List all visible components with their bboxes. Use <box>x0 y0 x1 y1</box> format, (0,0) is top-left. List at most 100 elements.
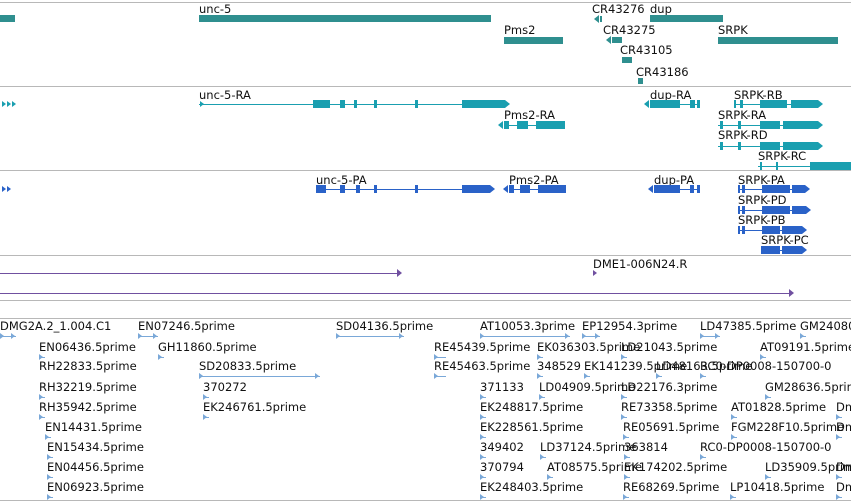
clone-line-1[interactable] <box>0 273 398 274</box>
protein-srpk-pb-exon[interactable] <box>742 226 745 234</box>
transcript-unc-5-ra-exon[interactable] <box>354 100 357 108</box>
transcript-srpk-rc-exon[interactable] <box>810 162 851 170</box>
protein-dup-pa-exon[interactable] <box>690 185 694 193</box>
protein-unc-5-pa-strand-arrow <box>490 185 495 193</box>
transcript-srpk-rb-exon[interactable] <box>760 100 787 108</box>
protein-unc-5-pa-exon[interactable] <box>316 185 326 193</box>
gene-srpk[interactable] <box>718 37 838 44</box>
est-label-370794: 370794 <box>480 460 524 474</box>
protein-srpk-pd-exon[interactable] <box>738 206 740 214</box>
transcript-srpk-ra-exon[interactable] <box>760 121 780 129</box>
protein-label-srpk-pb: SRPK-PB <box>738 213 786 227</box>
protein-dup-pa-exon[interactable] <box>654 185 680 193</box>
gene-unc-5[interactable] <box>199 15 491 22</box>
est-feature[interactable] <box>199 376 320 377</box>
protein-pms2-pa-exon[interactable] <box>520 185 530 193</box>
transcript-srpk-rb-exon[interactable] <box>740 100 743 108</box>
transcript-srpk-rc-intron[interactable] <box>758 166 851 167</box>
transcript-dup-ra-exon[interactable] <box>690 100 695 108</box>
protein-srpk-pc-exon[interactable] <box>782 246 802 254</box>
protein-srpk-pa-exon[interactable] <box>792 185 805 193</box>
est-feature[interactable] <box>434 357 446 358</box>
est-feature-arrow <box>434 354 438 360</box>
protein-unc-5-pa-exon[interactable] <box>462 185 490 193</box>
protein-srpk-pa-exon[interactable] <box>738 185 740 193</box>
transcript-pms2-ra-exon[interactable] <box>536 121 565 129</box>
est-feature[interactable] <box>480 336 570 337</box>
transcript-srpk-rb-exon[interactable] <box>734 100 736 108</box>
protein-srpk-pc-exon[interactable] <box>761 246 780 254</box>
protein-pms2-pa-intron[interactable] <box>509 189 566 190</box>
est-feature-arrow <box>765 394 769 400</box>
est-label-dm: Dm <box>836 480 851 494</box>
transcript-srpk-ra-exon[interactable] <box>738 121 741 129</box>
est-feature[interactable] <box>0 336 16 337</box>
protein-srpk-pd-exon[interactable] <box>762 206 790 214</box>
est-feature-arrow <box>540 454 544 460</box>
transcript-srpk-rd-exon[interactable] <box>720 142 723 150</box>
est-feature-arrow <box>480 394 484 400</box>
protein-label-unc-5-pa: unc-5-PA <box>316 173 367 187</box>
transcript-dup-ra-exon[interactable] <box>697 100 700 108</box>
protein-srpk-pd-exon[interactable] <box>792 206 806 214</box>
gene-cr43275-body[interactable] <box>612 37 622 43</box>
gene-cr43186[interactable] <box>638 78 643 84</box>
est-feature[interactable] <box>138 336 158 337</box>
transcript-srpk-rb-exon[interactable] <box>791 100 818 108</box>
est-feature-arrow <box>731 434 735 440</box>
protein-srpk-pb-exon[interactable] <box>738 226 740 234</box>
est-label-rh35942-5prime: RH35942.5prime <box>39 400 137 414</box>
protein-unc-5-pa-exon[interactable] <box>356 185 360 193</box>
protein-srpk-pa-exon[interactable] <box>762 185 790 193</box>
protein-unc-5-pa-exon[interactable] <box>340 185 345 193</box>
transcript-srpk-ra-exon[interactable] <box>720 121 723 129</box>
clone-line-2[interactable] <box>0 293 790 294</box>
protein-unc-5-pa-intron[interactable] <box>316 189 490 190</box>
protein-srpk-pb-exon[interactable] <box>762 226 780 234</box>
est-feature[interactable] <box>582 336 600 337</box>
gene-left-edge[interactable] <box>0 15 15 22</box>
clone-dme1-006n24r <box>593 270 597 276</box>
transcript-pms2-ra-exon[interactable] <box>517 121 528 129</box>
transcript-unc-5-ra-exon[interactable] <box>374 100 377 108</box>
transcript-srpk-rd-exon[interactable] <box>738 142 741 150</box>
est-feature-arrow <box>621 414 625 420</box>
est-feature[interactable] <box>700 336 720 337</box>
transcript-srpk-rc-exon[interactable] <box>760 162 762 170</box>
protein-srpk-pa-exon[interactable] <box>742 185 745 193</box>
protein-srpk-pd-exon[interactable] <box>742 206 745 214</box>
gene-dup[interactable] <box>650 15 723 22</box>
protein-srpk-pb-exon[interactable] <box>782 226 802 234</box>
est-label-at01828-5prime: AT01828.5prime <box>731 400 827 414</box>
est-label-fgm228f10-5prime: FGM228F10.5prime <box>731 420 845 434</box>
protein-dup-pa-exon[interactable] <box>697 185 700 193</box>
transcript-srpk-rc-exon[interactable] <box>776 162 778 170</box>
est-feature-arrow <box>700 373 704 379</box>
protein-unc-5-pa-exon[interactable] <box>374 185 377 193</box>
transcript-left-edge <box>2 101 6 107</box>
gene-cr43276-body[interactable] <box>600 16 602 22</box>
transcript-pms2-ra-exon[interactable] <box>504 121 509 129</box>
protein-unc-5-pa-exon[interactable] <box>415 185 418 193</box>
est-feature[interactable] <box>434 376 446 377</box>
transcript-dup-ra-exon[interactable] <box>650 100 680 108</box>
clone-label-dme1-006n24r: DME1-006N24.R <box>593 257 688 271</box>
transcript-srpk-rd-exon[interactable] <box>760 142 780 150</box>
transcript-unc-5-ra-exon[interactable] <box>462 100 505 108</box>
transcript-unc-5-ra-intron[interactable] <box>199 104 505 105</box>
protein-pms2-pa-exon[interactable] <box>509 185 514 193</box>
transcript-label-srpk-ra: SRPK-RA <box>718 108 767 122</box>
transcript-srpk-ra-exon[interactable] <box>783 121 818 129</box>
transcript-unc-5-ra-exon[interactable] <box>415 100 418 108</box>
gene-cr43105[interactable] <box>622 57 632 63</box>
protein-srpk-pc-intron[interactable] <box>761 250 802 251</box>
transcript-pms2-ra-intron[interactable] <box>504 125 565 126</box>
transcript-unc-5-ra-exon[interactable] <box>313 100 330 108</box>
transcript-srpk-rd-exon[interactable] <box>783 142 818 150</box>
protein-pms2-pa-exon[interactable] <box>538 185 566 193</box>
gene-pms2[interactable] <box>504 37 563 44</box>
est-feature[interactable] <box>336 336 404 337</box>
est-feature-arrow <box>45 434 49 440</box>
transcript-unc-5-ra-exon[interactable] <box>340 100 345 108</box>
track-separator-ests <box>0 318 851 319</box>
